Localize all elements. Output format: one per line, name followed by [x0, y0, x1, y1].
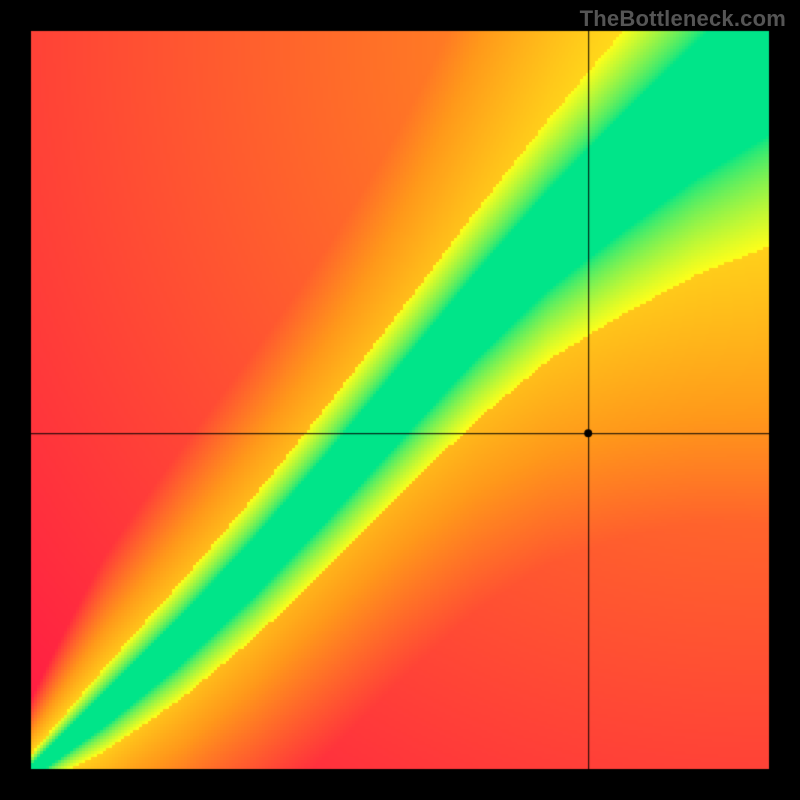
chart-container: TheBottleneck.com — [0, 0, 800, 800]
watermark-text: TheBottleneck.com — [580, 6, 786, 32]
bottleneck-heatmap — [0, 0, 800, 800]
